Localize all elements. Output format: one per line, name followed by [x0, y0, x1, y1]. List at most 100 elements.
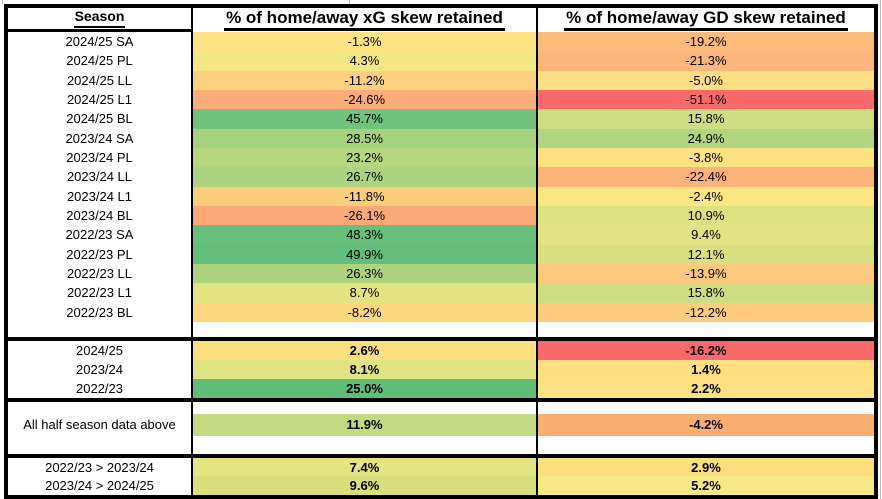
- table-row: 2024/25 LL -11.2% -5.0%: [8, 70, 874, 90]
- column-divider: [536, 225, 538, 245]
- row-label-cell[interactable]: 2022/23 > 2023/24: [8, 458, 191, 477]
- empty-cell[interactable]: [538, 436, 874, 454]
- gd-value: -2.4%: [689, 188, 723, 204]
- gd-cell[interactable]: 2.2%: [538, 378, 874, 398]
- xg-cell[interactable]: 11.9%: [193, 413, 536, 436]
- gd-cell[interactable]: 9.4%: [538, 225, 874, 245]
- empty-cell[interactable]: [193, 322, 536, 337]
- gd-cell[interactable]: 15.8%: [538, 109, 874, 129]
- gd-cell[interactable]: 12.1%: [538, 244, 874, 264]
- gd-cell[interactable]: -16.2%: [538, 340, 874, 360]
- season-cell[interactable]: 2024/25 L1: [8, 90, 191, 109]
- season-cell[interactable]: 2023/24: [8, 360, 191, 379]
- spacer-row: [8, 435, 874, 454]
- gd-cell[interactable]: -22.4%: [538, 167, 874, 187]
- transition-row: 2023/24 > 2024/25 9.6% 5.2%: [8, 476, 874, 495]
- season-cell[interactable]: 2022/23 SA: [8, 225, 191, 244]
- row-label-cell[interactable]: All half season data above: [8, 414, 191, 436]
- season-cell[interactable]: 2023/24 PL: [8, 148, 191, 167]
- empty-cell[interactable]: [538, 322, 874, 337]
- row-label-cell[interactable]: 2023/24 > 2024/25: [8, 476, 191, 495]
- xg-cell[interactable]: -1.3%: [193, 32, 536, 52]
- xg-cell[interactable]: 48.3%: [193, 225, 536, 245]
- gd-cell[interactable]: -4.2%: [538, 413, 874, 436]
- gd-cell[interactable]: 24.9%: [538, 128, 874, 148]
- xg-cell[interactable]: 2.6%: [193, 340, 536, 360]
- xg-cell[interactable]: -11.2%: [193, 70, 536, 90]
- xg-cell[interactable]: 28.5%: [193, 128, 536, 148]
- xg-cell[interactable]: 26.3%: [193, 263, 536, 284]
- empty-cell[interactable]: [8, 322, 191, 337]
- xg-cell[interactable]: 26.7%: [193, 167, 536, 187]
- header-xg-cell[interactable]: % of home/away xG skew retained: [193, 8, 536, 32]
- header-gd-cell[interactable]: % of home/away GD skew retained: [538, 8, 874, 32]
- xg-cell[interactable]: 8.1%: [193, 359, 536, 379]
- empty-cell[interactable]: [8, 436, 191, 454]
- gd-cell[interactable]: -19.2%: [538, 32, 874, 52]
- column-divider: [191, 51, 193, 71]
- empty-cell[interactable]: [193, 436, 536, 454]
- header-gd-label: % of home/away GD skew retained: [564, 8, 848, 32]
- xg-cell[interactable]: 25.0%: [193, 378, 536, 398]
- xg-cell[interactable]: 9.6%: [193, 476, 536, 495]
- gd-cell[interactable]: -51.1%: [538, 89, 874, 110]
- season-cell[interactable]: 2022/23 L1: [8, 283, 191, 302]
- season-label: 2023/24 LL: [66, 169, 133, 185]
- skew-retained-table: Season % of home/away xG skew retained %…: [4, 4, 878, 499]
- table-row: 2024/25 L1 -24.6% -51.1%: [8, 89, 874, 110]
- xg-value: 9.6%: [349, 478, 380, 494]
- xg-cell[interactable]: 23.2%: [193, 147, 536, 168]
- gd-cell[interactable]: 15.8%: [538, 283, 874, 303]
- season-cell[interactable]: 2024/25 PL: [8, 51, 191, 70]
- empty-cell[interactable]: [193, 402, 536, 414]
- season-cell[interactable]: 2024/25 BL: [8, 109, 191, 128]
- xg-value: 28.5%: [346, 130, 383, 146]
- gd-value: 12.1%: [687, 246, 725, 262]
- season-label: 2024/25: [76, 342, 123, 358]
- xg-cell[interactable]: -8.2%: [193, 302, 536, 322]
- column-divider: [536, 378, 538, 398]
- gd-cell[interactable]: 2.9%: [538, 457, 874, 477]
- xg-cell[interactable]: -24.6%: [193, 89, 536, 110]
- season-cell[interactable]: 2024/25 SA: [8, 32, 191, 51]
- season-cell[interactable]: 2024/25 LL: [8, 71, 191, 90]
- gd-cell[interactable]: -21.3%: [538, 51, 874, 71]
- season-cell[interactable]: 2023/24 L1: [8, 187, 191, 206]
- column-divider: [191, 457, 193, 477]
- xg-value: 4.3%: [349, 53, 380, 69]
- season-cell[interactable]: 2022/23: [8, 379, 191, 398]
- xg-cell[interactable]: 7.4%: [193, 457, 536, 477]
- column-divider: [191, 205, 193, 226]
- header-season-cell[interactable]: Season: [8, 8, 191, 32]
- season-cell[interactable]: 2022/23 LL: [8, 264, 191, 283]
- xg-cell[interactable]: 4.3%: [193, 51, 536, 71]
- gd-cell[interactable]: -5.0%: [538, 70, 874, 90]
- season-cell[interactable]: 2024/25: [8, 341, 191, 360]
- gd-cell[interactable]: -2.4%: [538, 186, 874, 206]
- xg-cell[interactable]: 49.9%: [193, 244, 536, 264]
- season-cell[interactable]: 2023/24 LL: [8, 167, 191, 186]
- season-cell[interactable]: 2022/23 PL: [8, 245, 191, 264]
- column-divider: [191, 186, 193, 206]
- empty-cell[interactable]: [8, 402, 191, 414]
- season-cell[interactable]: 2023/24 SA: [8, 129, 191, 148]
- empty-cell[interactable]: [538, 402, 874, 414]
- gd-cell[interactable]: 1.4%: [538, 359, 874, 379]
- season-cell[interactable]: 2022/23 BL: [8, 303, 191, 322]
- gd-cell[interactable]: -13.9%: [538, 263, 874, 284]
- gd-cell[interactable]: 10.9%: [538, 205, 874, 226]
- xg-cell[interactable]: -26.1%: [193, 205, 536, 226]
- gd-cell[interactable]: -3.8%: [538, 147, 874, 168]
- column-divider: [191, 109, 193, 129]
- column-divider: [536, 186, 538, 206]
- xg-value: -8.2%: [347, 304, 382, 320]
- xg-cell[interactable]: 8.7%: [193, 283, 536, 303]
- all-half-season-row: All half season data above 11.9% -4.2%: [8, 413, 874, 436]
- table-row: 2022/23 SA 48.3% 9.4%: [8, 225, 874, 245]
- xg-cell[interactable]: 45.7%: [193, 109, 536, 129]
- column-divider: [536, 51, 538, 71]
- gd-cell[interactable]: 5.2%: [538, 476, 874, 495]
- xg-cell[interactable]: -11.8%: [193, 186, 536, 206]
- gd-cell[interactable]: -12.2%: [538, 302, 874, 322]
- season-cell[interactable]: 2023/24 BL: [8, 206, 191, 225]
